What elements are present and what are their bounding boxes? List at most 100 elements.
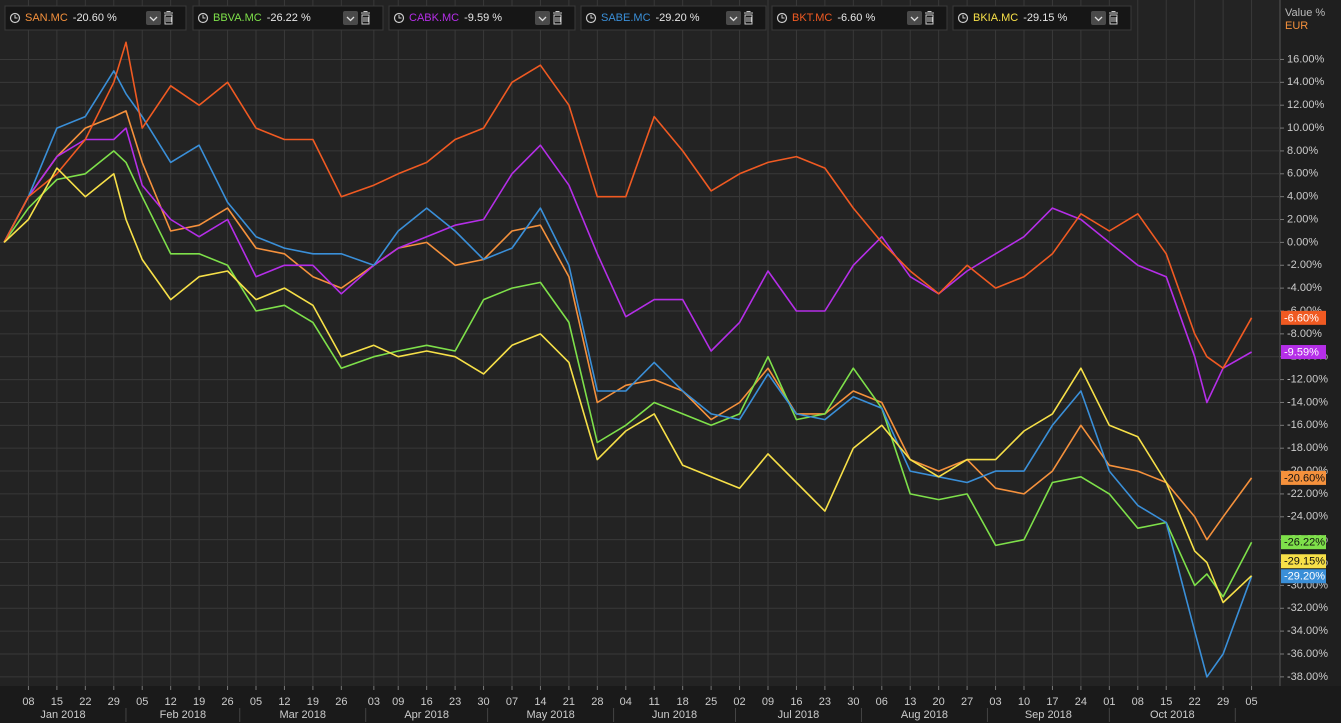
x-tick-label: 12 — [165, 696, 177, 708]
legend-name: BBVA.MC — [213, 12, 262, 24]
clock-hands — [781, 15, 785, 19]
legend-value: -29.20 % — [656, 12, 700, 24]
x-tick-label: 08 — [1132, 696, 1144, 708]
delete-button[interactable] — [553, 11, 562, 25]
currency-label: EUR — [1285, 20, 1308, 32]
x-tick-label: 16 — [421, 696, 433, 708]
end-badge-label: -6.60% — [1284, 312, 1319, 324]
dropdown-button[interactable] — [146, 11, 161, 25]
delete-button[interactable] — [744, 11, 753, 25]
y-tick-label: 8.00% — [1287, 145, 1318, 157]
clock-icon — [957, 12, 969, 24]
end-badge — [1281, 345, 1326, 360]
x-tick-label: 09 — [762, 696, 774, 708]
x-tick-label: 29 — [108, 696, 120, 708]
y-tick-label: 16.00% — [1287, 53, 1325, 65]
dropdown-button[interactable] — [535, 11, 550, 25]
y-tick-label: -12.00% — [1287, 373, 1328, 385]
x-tick-label: 22 — [79, 696, 91, 708]
y-tick-label: 14.00% — [1287, 76, 1325, 88]
month-label: Oct 2018 — [1150, 709, 1195, 721]
clock-hands — [962, 15, 966, 19]
x-tick-label: 10 — [1018, 696, 1030, 708]
legend-value: -20.60 % — [73, 12, 117, 24]
x-tick-label: 26 — [221, 696, 233, 708]
x-tick-label: 09 — [392, 696, 404, 708]
month-label: Aug 2018 — [901, 709, 948, 721]
x-tick-label: 29 — [1217, 696, 1229, 708]
month-label: May 2018 — [526, 709, 574, 721]
series-line — [3, 110, 1253, 541]
x-tick-label: 30 — [477, 696, 489, 708]
clock-hands — [14, 15, 18, 19]
series-line — [3, 70, 1253, 678]
dropdown-button[interactable] — [726, 11, 741, 25]
x-tick-label: 26 — [335, 696, 347, 708]
month-label: Sep 2018 — [1025, 709, 1072, 721]
end-badge-label: -26.22% — [1284, 537, 1325, 549]
end-badge — [1281, 554, 1326, 569]
y-tick-label: -32.00% — [1287, 602, 1328, 614]
x-tick-label: 03 — [989, 696, 1001, 708]
y-tick-label: -36.00% — [1287, 648, 1328, 660]
series-line — [3, 167, 1253, 604]
y-tick-label: 4.00% — [1287, 191, 1318, 203]
y-tick-label: -18.00% — [1287, 442, 1328, 454]
x-tick-label: 30 — [847, 696, 859, 708]
dropdown-button[interactable] — [907, 11, 922, 25]
legend-name: BKIA.MC — [973, 12, 1018, 24]
month-label: Jul 2018 — [778, 709, 820, 721]
clock-icon — [9, 12, 21, 24]
end-badge — [1281, 569, 1326, 584]
x-tick-label: 12 — [278, 696, 290, 708]
x-tick-label: 08 — [22, 696, 34, 708]
x-tick-label: 05 — [1245, 696, 1257, 708]
dropdown-button[interactable] — [1091, 11, 1106, 25]
month-label: Jun 2018 — [652, 709, 697, 721]
y-tick-label: -24.00% — [1287, 511, 1328, 523]
end-badge-label: -29.15% — [1284, 556, 1325, 568]
legend-value: -29.15 % — [1023, 12, 1067, 24]
dropdown-chevron — [1094, 16, 1103, 22]
x-tick-label: 28 — [591, 696, 603, 708]
x-tick-label: 25 — [705, 696, 717, 708]
x-tick-label: 19 — [193, 696, 205, 708]
delete-button[interactable] — [164, 11, 173, 25]
lines — [3, 41, 1253, 678]
y-tick-label: 6.00% — [1287, 168, 1318, 180]
dropdown-chevron — [910, 16, 919, 22]
delete-button[interactable] — [925, 11, 934, 25]
y-tick-label: -38.00% — [1287, 671, 1328, 683]
y-tick-label: -8.00% — [1287, 328, 1322, 340]
clock-icon — [197, 12, 209, 24]
series-line — [3, 127, 1252, 404]
y-tick-label: 10.00% — [1287, 122, 1325, 134]
clock-hands — [590, 15, 594, 19]
end-badge-label: -29.20% — [1284, 571, 1325, 583]
clock-hands — [202, 15, 206, 19]
delete-button[interactable] — [361, 11, 370, 25]
x-tick-label: 21 — [563, 696, 575, 708]
x-tick-label: 18 — [677, 696, 689, 708]
x-tick-label: 01 — [1103, 696, 1115, 708]
month-label: Mar 2018 — [279, 709, 325, 721]
x-tick-label: 15 — [51, 696, 63, 708]
dropdown-chevron — [149, 16, 158, 22]
plot-background — [0, 0, 1280, 686]
month-label: Feb 2018 — [160, 709, 206, 721]
x-tick-label: 23 — [449, 696, 461, 708]
dropdown-button[interactable] — [343, 11, 358, 25]
x-tick-label: 17 — [1046, 696, 1058, 708]
legend-value: -6.60 % — [837, 12, 875, 24]
legend-name: BKT.MC — [792, 12, 832, 24]
x-tick-label: 19 — [307, 696, 319, 708]
legend-name: SABE.MC — [601, 12, 651, 24]
dropdown-chevron — [346, 16, 355, 22]
end-badge-label: -9.59% — [1284, 346, 1319, 358]
x-tick-label: 04 — [620, 696, 632, 708]
month-label: Apr 2018 — [404, 709, 449, 721]
delete-button[interactable] — [1109, 11, 1118, 25]
y-tick-label: -14.00% — [1287, 396, 1328, 408]
